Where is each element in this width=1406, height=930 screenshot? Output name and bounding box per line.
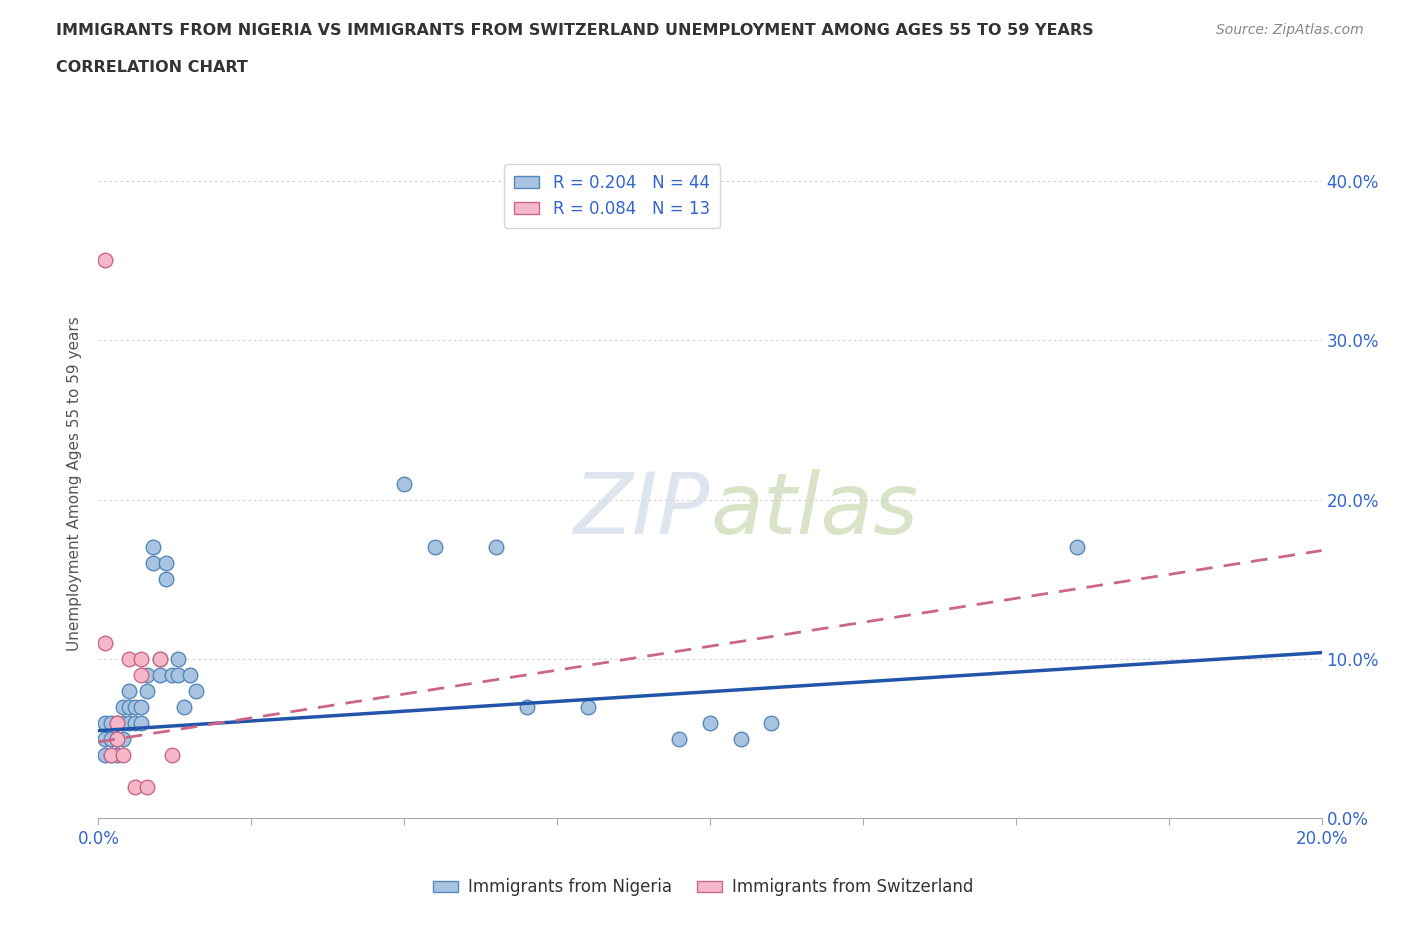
Point [167,668,190,683]
Point [179,668,201,683]
Point [105,747,128,762]
Point [149,652,172,667]
Point [392,476,416,491]
Point [136,684,159,698]
Point [105,731,128,746]
Point [576,699,599,714]
Point [93,635,115,650]
Point [142,540,165,555]
Point [93,253,115,268]
Point [124,699,146,714]
Point [118,684,141,698]
Point [149,668,172,683]
Text: Source: ZipAtlas.com: Source: ZipAtlas.com [1216,23,1364,37]
Point [105,715,128,730]
Legend: Immigrants from Nigeria, Immigrants from Switzerland: Immigrants from Nigeria, Immigrants from… [426,871,980,903]
Point [111,747,134,762]
Point [111,699,134,714]
Point [100,731,122,746]
Point [100,747,122,762]
Point [111,731,134,746]
Point [142,556,165,571]
Point [759,715,782,730]
Text: ZIP: ZIP [574,469,710,551]
Point [129,652,152,667]
Point [124,779,146,794]
Point [668,731,690,746]
Point [136,668,159,683]
Text: atlas: atlas [710,469,918,551]
Y-axis label: Unemployment Among Ages 55 to 59 years: Unemployment Among Ages 55 to 59 years [67,316,83,651]
Point [105,731,128,746]
Point [160,668,183,683]
Text: CORRELATION CHART: CORRELATION CHART [56,60,247,75]
Point [149,652,172,667]
Point [167,652,190,667]
Point [160,747,183,762]
Point [129,699,152,714]
Point [124,715,146,730]
Point [105,715,128,730]
Point [118,699,141,714]
Point [136,779,159,794]
Point [118,652,141,667]
Point [155,556,177,571]
Point [100,747,122,762]
Text: IMMIGRANTS FROM NIGERIA VS IMMIGRANTS FROM SWITZERLAND UNEMPLOYMENT AMONG AGES 5: IMMIGRANTS FROM NIGERIA VS IMMIGRANTS FR… [56,23,1094,38]
Point [105,731,128,746]
Point [423,540,446,555]
Point [173,699,195,714]
Point [111,715,134,730]
Point [730,731,752,746]
Point [186,684,208,698]
Point [699,715,721,730]
Point [93,715,115,730]
Point [155,572,177,587]
Point [516,699,538,714]
Point [129,715,152,730]
Legend: R = 0.204   N = 44, R = 0.084   N = 13: R = 0.204 N = 44, R = 0.084 N = 13 [505,164,720,228]
Point [1066,540,1088,555]
Point [100,715,122,730]
Point [93,747,115,762]
Point [93,731,115,746]
Point [118,715,141,730]
Point [485,540,508,555]
Point [129,668,152,683]
